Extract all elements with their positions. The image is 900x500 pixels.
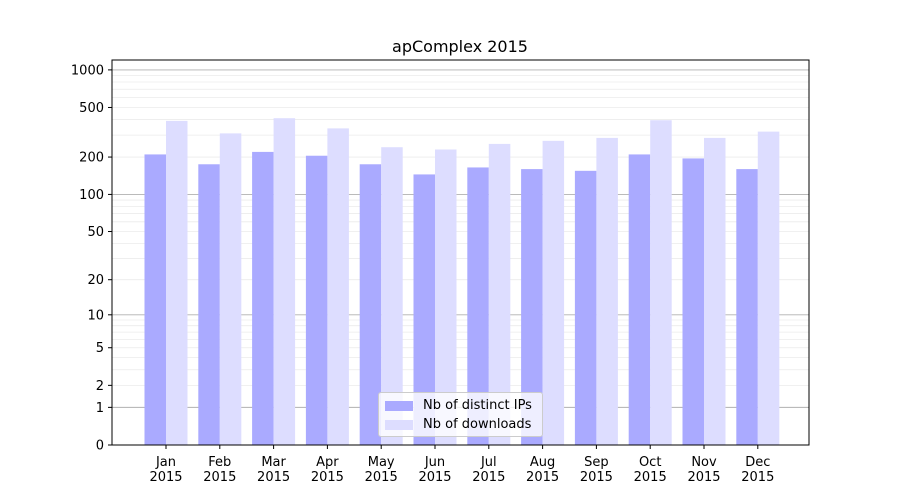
- x-tick-label-month: Apr: [316, 455, 339, 470]
- plot-frame: [111, 59, 810, 446]
- bar-distinct-ips: [413, 174, 435, 445]
- bar-distinct-ips: [628, 154, 651, 446]
- x-tick-label-year: 2015: [418, 470, 451, 485]
- bar-distinct-ips: [467, 167, 489, 445]
- bar-downloads: [650, 120, 672, 445]
- x-tick-label-year: 2015: [472, 470, 505, 485]
- x-tick-label-year: 2015: [634, 470, 667, 485]
- bars: [144, 118, 780, 446]
- bar-downloads: [542, 140, 565, 445]
- y-tick-label: 10: [87, 308, 104, 323]
- bar-downloads: [273, 118, 296, 445]
- x-tick-label-month: Aug: [530, 455, 555, 470]
- x-tick-label-month: Jul: [480, 455, 497, 470]
- legend-label-downloads: Nb of downloads: [423, 417, 532, 432]
- y-axis: 0 1 2 5 10 20 50 100 200 500 1000: [71, 63, 112, 454]
- y-tick-label: 5: [96, 341, 104, 356]
- y-tick-label: 0: [96, 439, 104, 454]
- x-tick-label-year: 2015: [149, 470, 182, 485]
- x-tick-label-month: Oct: [639, 455, 661, 470]
- bar-downloads: [381, 147, 403, 446]
- legend-swatch-distinct-ips: [385, 400, 413, 411]
- x-tick-label-year: 2015: [203, 470, 236, 485]
- bar-distinct-ips: [359, 164, 382, 445]
- y-tick-label: 20: [87, 273, 104, 288]
- legend-item-distinct-ips: Nb of distinct IPs: [385, 396, 536, 415]
- x-tick-label-month: May: [368, 455, 395, 470]
- bar-downloads: [757, 131, 780, 445]
- bar-distinct-ips: [144, 154, 166, 446]
- y-tick-label: 2: [96, 379, 104, 394]
- x-tick-label-month: Feb: [208, 455, 231, 470]
- legend-item-downloads: Nb of downloads: [385, 415, 536, 434]
- y-tick-label: 500: [79, 101, 104, 116]
- bar-distinct-ips: [305, 155, 328, 445]
- bar-downloads: [704, 137, 726, 445]
- y-tick-label: 1000: [71, 63, 104, 78]
- bar-distinct-ips: [574, 170, 597, 446]
- bar-downloads: [327, 128, 349, 446]
- legend: Nb of distinct IPs Nb of downloads: [378, 392, 543, 437]
- legend-label-distinct-ips: Nb of distinct IPs: [423, 398, 532, 413]
- x-tick-label-month: Sep: [584, 455, 609, 470]
- bar-distinct-ips: [521, 169, 543, 445]
- bar-distinct-ips: [198, 164, 220, 445]
- x-tick-label-year: 2015: [365, 470, 398, 485]
- x-tick-label-year: 2015: [580, 470, 613, 485]
- x-axis: Jan2015Feb2015Mar2015Apr2015May2015Jun20…: [149, 445, 774, 485]
- y-tick-label: 1: [96, 401, 104, 416]
- x-tick-label-month: Jun: [424, 455, 445, 470]
- x-tick-label-year: 2015: [257, 470, 290, 485]
- chart-title: apComplex 2015: [392, 37, 528, 56]
- x-tick-label-month: Dec: [745, 455, 770, 470]
- bar-downloads: [219, 133, 242, 446]
- bar-downloads: [435, 149, 457, 446]
- bar-distinct-ips: [682, 158, 704, 445]
- y-tick-label: 200: [79, 151, 104, 166]
- x-tick-label-year: 2015: [311, 470, 344, 485]
- x-tick-label-year: 2015: [687, 470, 720, 485]
- bar-distinct-ips: [736, 169, 758, 445]
- x-tick-label-year: 2015: [526, 470, 559, 485]
- legend-swatch-downloads: [385, 419, 413, 430]
- bar-downloads: [596, 137, 618, 445]
- y-tick-label: 50: [87, 225, 104, 240]
- y-tick-label: 100: [79, 188, 104, 203]
- x-tick-label-month: Jan: [155, 455, 176, 470]
- bar-downloads: [488, 143, 511, 445]
- x-tick-label-month: Mar: [261, 455, 286, 470]
- bar-downloads: [166, 120, 188, 446]
- x-tick-label-year: 2015: [741, 470, 774, 485]
- bar-distinct-ips: [252, 151, 274, 446]
- x-tick-label-month: Nov: [691, 455, 717, 470]
